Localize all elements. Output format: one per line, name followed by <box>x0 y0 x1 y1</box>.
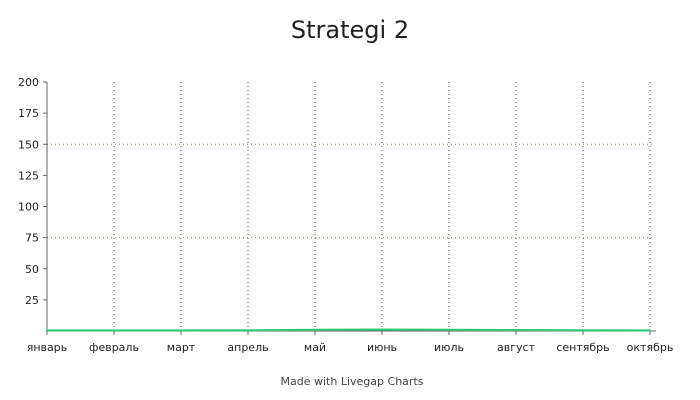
y-tick-label: 25 <box>25 294 39 307</box>
data-point <box>515 329 517 332</box>
y-axis-ticks: 25 50 75 100 125 150 175 200 <box>18 76 47 307</box>
data-point <box>314 328 316 331</box>
x-axis-ticks: январь февраль март апрель май июнь июль август… <box>27 331 674 354</box>
series-line <box>47 328 651 332</box>
y-tick-label: 75 <box>25 232 39 245</box>
x-tick-label: июнь <box>367 341 397 354</box>
x-tick-label: октябрь <box>627 341 674 354</box>
data-point <box>448 328 450 331</box>
y-tick-label: 100 <box>18 201 39 214</box>
x-tick-label: апрель <box>227 341 268 354</box>
y-tick-label: 125 <box>18 169 39 182</box>
x-tick-label: август <box>497 341 536 354</box>
x-tick-label: июль <box>434 341 464 354</box>
y-tick-label: 200 <box>18 76 39 89</box>
data-point <box>247 329 249 332</box>
x-tick-label: январь <box>27 341 68 354</box>
data-point <box>381 328 383 331</box>
x-tick-label: март <box>167 341 196 354</box>
chart-title: Strategi 2 <box>291 16 409 44</box>
x-tick-label: май <box>304 341 326 354</box>
data-point <box>46 329 48 332</box>
axes <box>46 82 656 332</box>
y-tick-label: 150 <box>18 138 39 151</box>
y-tick-label: 175 <box>18 107 39 120</box>
data-point <box>180 329 182 332</box>
x-tick-label: сентябрь <box>556 341 609 354</box>
data-point <box>113 329 115 332</box>
series-layer <box>46 328 651 332</box>
data-point <box>582 329 584 332</box>
x-tick-label: февраль <box>89 341 139 354</box>
data-point <box>649 329 651 332</box>
chart-credit: Made with Livegap Charts <box>281 375 424 388</box>
grid-lines <box>47 82 652 331</box>
y-tick-label: 50 <box>25 263 39 276</box>
